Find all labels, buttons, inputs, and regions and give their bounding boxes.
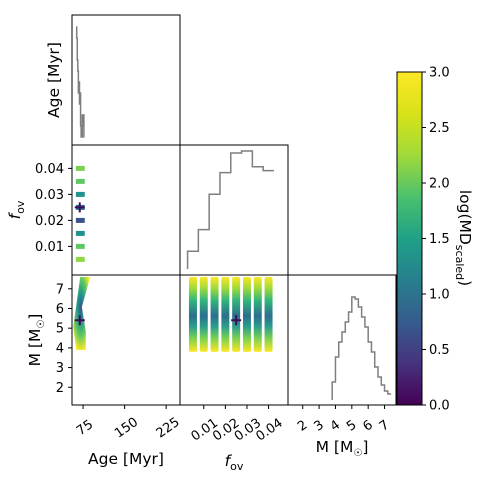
colorbar-tick-label: 1.5	[429, 232, 450, 247]
best-fit-marker-mass-age	[74, 315, 85, 326]
best-fit-marker-mass-fov	[231, 315, 242, 326]
best-fit-marker-fov-age	[74, 202, 85, 213]
panel-mass-hist-frame	[287, 274, 397, 406]
x-tick-label-mass: 5	[344, 418, 359, 435]
fov-label-sub: ov	[14, 200, 27, 214]
fov-xlabel-sub: ov	[230, 460, 244, 473]
x-tick-label-mass: 2	[295, 418, 310, 435]
mass-label-main: M [M	[26, 329, 44, 367]
scatter-mass-age	[73, 276, 91, 350]
x-tick-label-age: 150	[112, 415, 141, 442]
scatter-mass-fov-column	[199, 276, 208, 352]
y-tick-label-fov: 0.03	[35, 188, 64, 203]
mass-xlabel-main: M [M	[316, 438, 354, 456]
hist-mass-line	[331, 296, 392, 400]
panel-fov-hist-frame	[179, 144, 289, 276]
x-axis-label-age: Age [Myr]	[88, 450, 164, 468]
scatter-mass-fov-column	[232, 276, 241, 352]
scatter-mass-fov-column	[188, 276, 197, 352]
colorbar-tick-label: 2.0	[429, 177, 450, 192]
colorbar-tick-label: 0.0	[429, 399, 450, 414]
hist-fov-line	[186, 150, 274, 269]
y-axis-label-fov: fov	[6, 200, 27, 219]
y-tick-label-fov: 0.01	[35, 240, 64, 255]
scatter-fov-age-row	[75, 256, 85, 262]
y-tick-label-mass: 7	[56, 282, 64, 297]
hist-age-line	[75, 26, 85, 138]
colorbar-tick-label: 3.0	[429, 66, 450, 81]
colorbar-label: log(MDscaled)	[453, 190, 474, 286]
x-tick-label-age: 225	[154, 415, 183, 442]
colorbar-label-sub: scaled	[453, 245, 466, 280]
scatter-fov-age-row	[75, 165, 85, 171]
y-tick-label-mass: 6	[56, 302, 64, 317]
sun-symbol: ☉	[36, 320, 47, 329]
scatter-mass-fov-column	[253, 276, 262, 352]
x-tick-label-age: 75	[74, 417, 96, 439]
y-axis-label-age: Age [Myr]	[45, 42, 63, 118]
x-axis-label-fov: fov	[225, 452, 244, 473]
colorbar-tick-label: 0.5	[429, 343, 450, 358]
scatter-fov-age-row	[75, 243, 85, 249]
x-axis-label-mass: M [M☉]	[316, 438, 369, 459]
scatter-mass-fov-column	[242, 276, 251, 352]
colorbar-label-main: log(MD	[456, 190, 474, 245]
panel-fov-age-frame	[71, 144, 181, 276]
scatter-fov-age-row	[75, 178, 85, 184]
sun-symbol-x: ☉	[353, 448, 362, 459]
y-axis-label-mass: M [M☉]	[26, 314, 47, 367]
scatter-fov-age-row	[75, 217, 85, 223]
panel-age-hist-frame	[71, 14, 181, 146]
panel-mass-age-frame	[71, 274, 181, 406]
colorbar	[396, 71, 423, 406]
x-tick-label-mass: 3	[311, 418, 326, 435]
scatter-mass-age-region	[73, 276, 91, 350]
scatter-mass-fov-column	[210, 276, 219, 352]
y-tick-label-fov: 0.02	[35, 214, 64, 229]
x-tick-label-mass: 6	[360, 418, 375, 435]
mass-xlabel-suffix: ]	[362, 438, 368, 456]
y-tick-label-mass: 3	[56, 361, 64, 376]
fov-xlabel-main: f	[225, 452, 233, 470]
x-tick-label-mass: 4	[328, 418, 343, 435]
y-tick-label-mass: 5	[56, 322, 64, 337]
colorbar-label-suffix: )	[456, 280, 474, 286]
colorbar-tick-label: 2.5	[429, 121, 450, 136]
colorbar-tick-label: 1.0	[429, 288, 450, 303]
scatter-fov-age-row	[75, 230, 85, 236]
y-tick-label-mass: 2	[56, 381, 64, 396]
scatter-mass-fov-column	[221, 276, 230, 352]
scatter-mass-fov-column	[264, 276, 273, 352]
scatter-fov-age-row	[75, 191, 85, 197]
mass-label-suffix: ]	[26, 314, 44, 320]
y-tick-label-fov: 0.04	[35, 162, 64, 177]
fov-label-main: f	[6, 211, 24, 219]
y-tick-label-mass: 4	[56, 341, 64, 356]
x-tick-label-mass: 7	[377, 418, 392, 435]
